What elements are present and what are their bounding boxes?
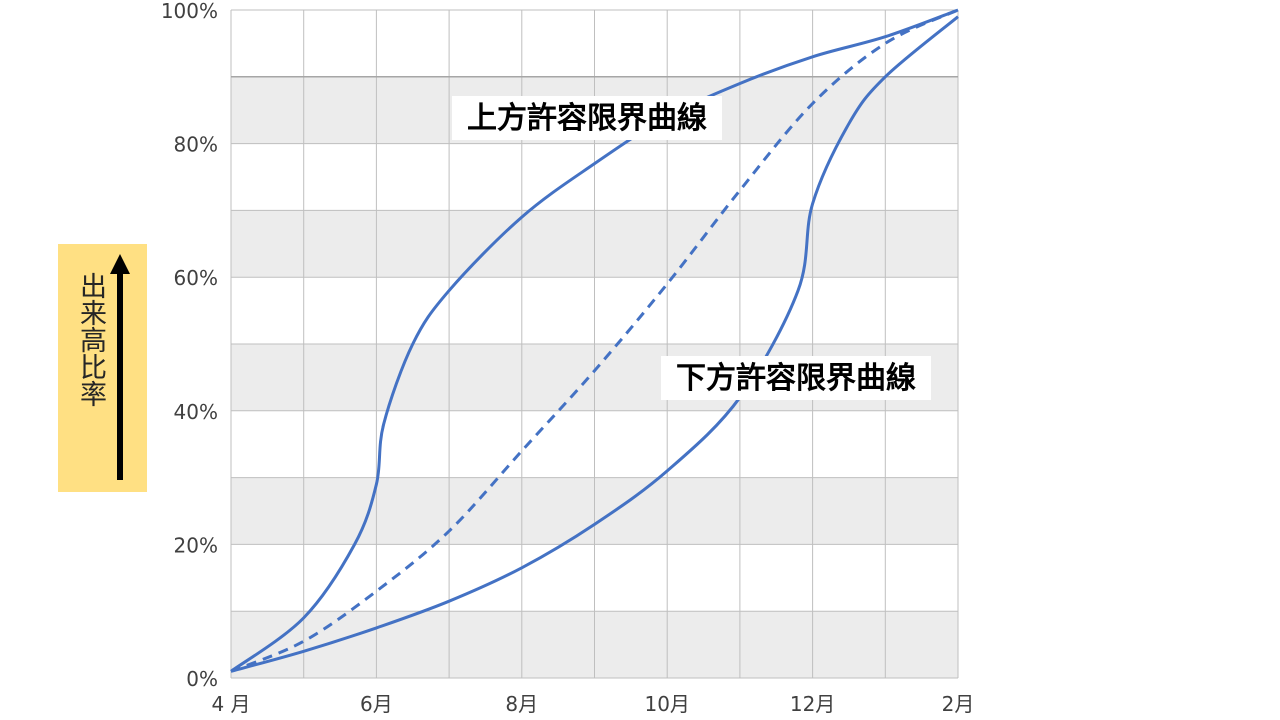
upper-limit-label: 上方許容限界曲線: [467, 101, 707, 136]
x-tick-label: 12月: [790, 692, 835, 716]
y-tick-label: 100%: [161, 0, 218, 23]
annotation-bg: [452, 96, 722, 140]
series-lines: [230, 8, 959, 673]
x-tick-label: 10月: [644, 692, 689, 716]
x-tick-label: 8月: [505, 692, 538, 716]
y-tick-label: 20%: [174, 533, 218, 557]
y-tick-label: 0%: [186, 667, 218, 691]
upper-limit-curve: [230, 8, 959, 673]
x-tick-labels: 4 月 6月 8月 10月 12月 2月: [211, 692, 974, 716]
x-tick-label: 4 月: [211, 692, 250, 716]
y-tick-labels: 0% 20% 40% 60% 80% 100%: [161, 0, 218, 691]
up-arrow-icon: [110, 254, 130, 480]
lower-limit-label: 下方許容限界曲線: [676, 361, 916, 396]
x-tick-label: 2月: [942, 692, 975, 716]
y-tick-label: 80%: [174, 133, 218, 157]
lower-limit-curve: [230, 15, 959, 673]
x-tick-label: 6月: [360, 692, 393, 716]
planned-curve: [230, 8, 959, 673]
y-axis-label: 出来高比率: [75, 272, 106, 407]
y-tick-label: 40%: [174, 400, 218, 424]
y-tick-label: 60%: [174, 266, 218, 290]
y-axis-label-box: 出来高比率: [58, 244, 147, 492]
annotation-bg: [661, 356, 931, 400]
